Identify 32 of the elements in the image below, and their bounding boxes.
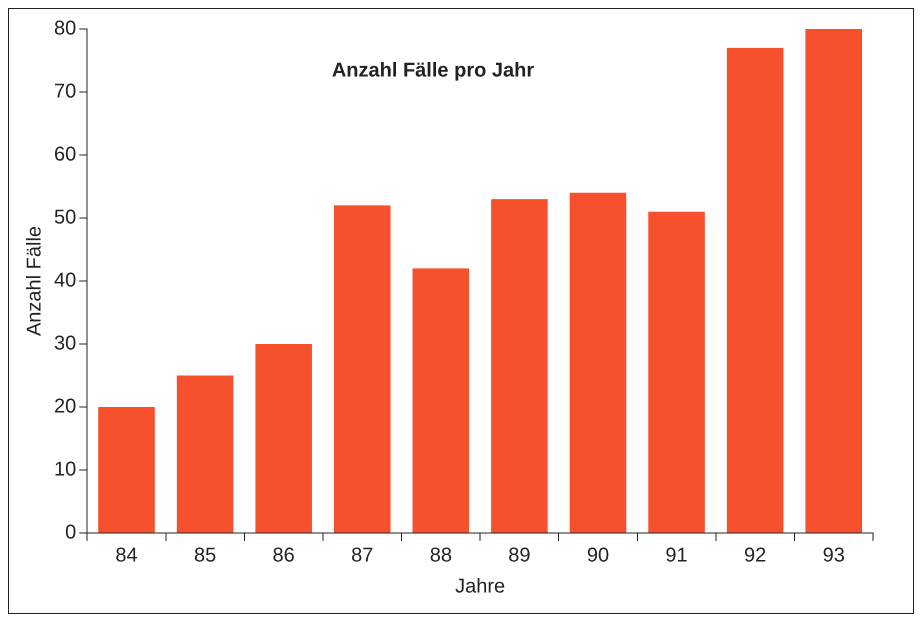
bar [570,192,626,532]
x-tick-label: 93 [822,544,845,567]
y-tick-label: 50 [54,206,76,229]
y-tick-label: 20 [54,396,76,418]
y-tick-label: 40 [54,270,76,292]
x-tick-label: 91 [665,544,688,567]
bar [98,407,155,532]
bar [255,344,312,532]
bar [176,376,234,532]
y-tick-label: 70 [54,80,76,103]
y-axis-title: Anzahl Fälle [24,226,46,336]
bar [648,212,705,532]
x-tick-label: 89 [508,544,531,567]
x-tick-label: 85 [194,544,216,567]
x-tick-label: 90 [586,544,610,567]
y-tick-label: 0 [65,522,76,544]
y-tick-label: 80 [54,18,76,40]
y-tick-label: 10 [54,458,76,481]
x-tick-label: 88 [430,544,452,567]
x-tick-label: 87 [351,544,374,567]
bar [805,29,862,532]
y-tick-label: 30 [54,332,76,355]
bar [491,199,548,532]
x-tick-label: 92 [744,544,766,567]
x-axis-title: Jahre [455,576,506,598]
x-tick-label: 86 [272,544,295,567]
text: Anzahl Fälle pro Jahr [332,60,534,82]
x-tick-label: 84 [115,544,138,567]
y-tick-label: 60 [54,144,76,166]
bar [726,48,784,532]
bar [412,268,470,532]
bar [334,205,391,532]
